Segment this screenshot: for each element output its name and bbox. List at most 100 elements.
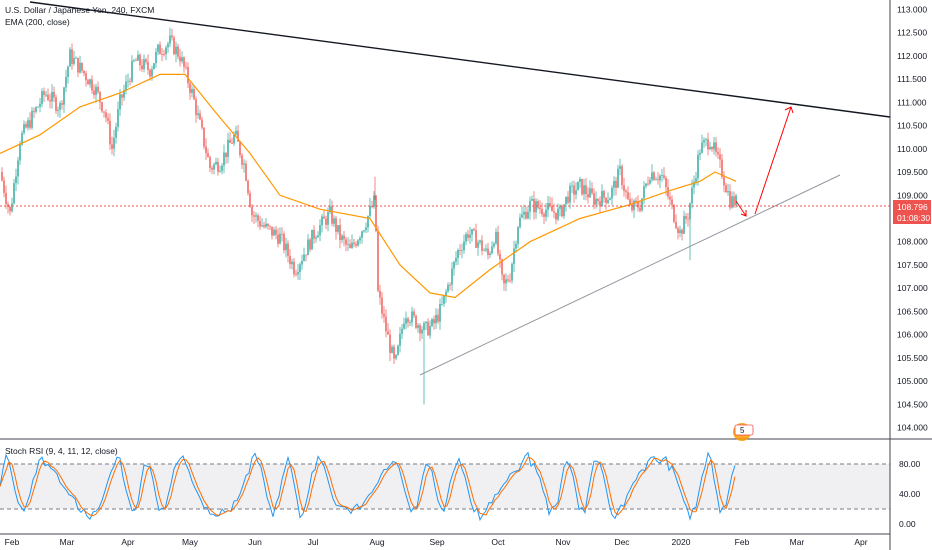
candle-body bbox=[675, 221, 677, 229]
candle-body bbox=[141, 65, 143, 70]
candle-body bbox=[177, 46, 179, 57]
candle-body bbox=[241, 155, 243, 165]
candle-body bbox=[47, 94, 49, 100]
candle-body bbox=[9, 206, 11, 212]
stoch-tick-label: 80.00 bbox=[899, 459, 921, 469]
candle-body bbox=[727, 191, 729, 193]
candle-body bbox=[353, 242, 355, 245]
candle-body bbox=[209, 157, 211, 168]
candle-body bbox=[451, 268, 453, 285]
candle-body bbox=[643, 186, 645, 199]
candle-body bbox=[523, 211, 525, 215]
candle-body bbox=[655, 179, 657, 181]
candle-body bbox=[453, 261, 455, 269]
candle-body bbox=[73, 58, 75, 64]
candle-body bbox=[131, 60, 133, 82]
candle-body bbox=[299, 264, 301, 273]
candle-body bbox=[723, 177, 725, 186]
event-count: 5 bbox=[740, 426, 745, 435]
time-axis[interactable]: Feb Mar Apr May Jun Jul Aug Sep Oct Nov Dec 2020 Feb… bbox=[5, 537, 868, 547]
candle-body bbox=[117, 109, 119, 127]
candle-body bbox=[599, 201, 601, 207]
candle-body bbox=[539, 207, 541, 209]
candle-body bbox=[651, 172, 653, 180]
candle-body bbox=[125, 81, 127, 91]
candle-body bbox=[267, 223, 269, 226]
stoch-legend[interactable]: Stoch RSI (9, 4, 11, 12, close) bbox=[5, 446, 118, 456]
price-tick-label: 107.000 bbox=[897, 283, 928, 293]
arrowhead-up bbox=[784, 106, 794, 114]
price-axis[interactable]: 113.000 112.500 112.000 111.500 111.000 110.5… bbox=[897, 4, 928, 432]
projection-arrow-down[interactable] bbox=[735, 200, 747, 217]
candle-body bbox=[211, 168, 213, 170]
candle-body bbox=[561, 206, 563, 217]
time-tick-label: Oct bbox=[491, 537, 505, 547]
candle-body bbox=[335, 218, 337, 232]
price-tick-label: 109.500 bbox=[897, 167, 928, 177]
candle-body bbox=[629, 199, 631, 205]
candle-body bbox=[345, 239, 347, 245]
candle-body bbox=[3, 180, 5, 193]
ema-legend[interactable]: EMA (200, close) bbox=[5, 17, 70, 27]
candle-body bbox=[475, 230, 477, 248]
candle-body bbox=[123, 90, 125, 98]
candle-body bbox=[663, 175, 665, 178]
candle-body bbox=[691, 187, 693, 204]
candle-body bbox=[349, 244, 351, 248]
projection-arrows[interactable] bbox=[735, 106, 794, 217]
candle-body bbox=[505, 279, 507, 284]
candle-body bbox=[189, 83, 191, 93]
candle-body bbox=[365, 227, 367, 231]
candle-body bbox=[575, 190, 577, 195]
stoch-axis[interactable]: 80.00 40.00 0.00 bbox=[899, 459, 921, 529]
time-tick-label: Nov bbox=[555, 537, 571, 547]
candle-body bbox=[567, 196, 569, 203]
candle-body bbox=[625, 190, 627, 193]
upper-trendline[interactable] bbox=[29, 1, 891, 118]
stoch-band-fill bbox=[0, 464, 890, 509]
price-tick-label: 110.000 bbox=[897, 144, 927, 154]
candle-body bbox=[729, 191, 731, 208]
price-tick-label: 113.000 bbox=[897, 4, 927, 14]
candle-body bbox=[427, 321, 429, 336]
candle-body bbox=[109, 120, 111, 145]
candle-body bbox=[273, 229, 275, 236]
lower-trendline[interactable] bbox=[419, 174, 841, 376]
time-tick-label: 2020 bbox=[672, 537, 691, 547]
candle-body bbox=[213, 164, 215, 170]
candle-body bbox=[19, 144, 21, 161]
candle-body bbox=[387, 331, 389, 335]
candle-body bbox=[331, 206, 333, 224]
candle-body bbox=[333, 218, 335, 224]
bar-countdown: 01:08:30 bbox=[897, 213, 930, 223]
symbol-title[interactable]: U.S. Dollar / Japanese Yen, 240, FXCM bbox=[5, 5, 154, 15]
candle-body bbox=[301, 260, 303, 265]
candle-body bbox=[521, 214, 523, 218]
candle-body bbox=[627, 192, 629, 200]
candle-body bbox=[381, 297, 383, 314]
candle-body bbox=[163, 54, 165, 55]
price-tick-label: 111.000 bbox=[897, 97, 927, 107]
events-badge[interactable]: 5 bbox=[733, 423, 754, 441]
price-pane[interactable] bbox=[0, 0, 890, 437]
candle-body bbox=[385, 316, 387, 332]
candle-body bbox=[545, 209, 547, 217]
projection-arrow-up[interactable] bbox=[754, 106, 792, 215]
candle-body bbox=[239, 141, 241, 156]
candle-body bbox=[619, 166, 621, 169]
candle-body bbox=[569, 185, 571, 203]
candle-body bbox=[229, 139, 231, 143]
candle-body bbox=[91, 79, 93, 91]
candle-body bbox=[577, 181, 579, 191]
candle-body bbox=[677, 228, 679, 233]
candle-body bbox=[137, 54, 139, 61]
candle-body bbox=[191, 89, 193, 93]
candle-body bbox=[697, 154, 699, 179]
candle-body bbox=[709, 147, 711, 150]
candle-body bbox=[489, 253, 491, 255]
candle-body bbox=[133, 60, 135, 62]
candle-body bbox=[167, 43, 169, 48]
candle-body bbox=[303, 254, 305, 261]
candle-body bbox=[287, 243, 289, 256]
